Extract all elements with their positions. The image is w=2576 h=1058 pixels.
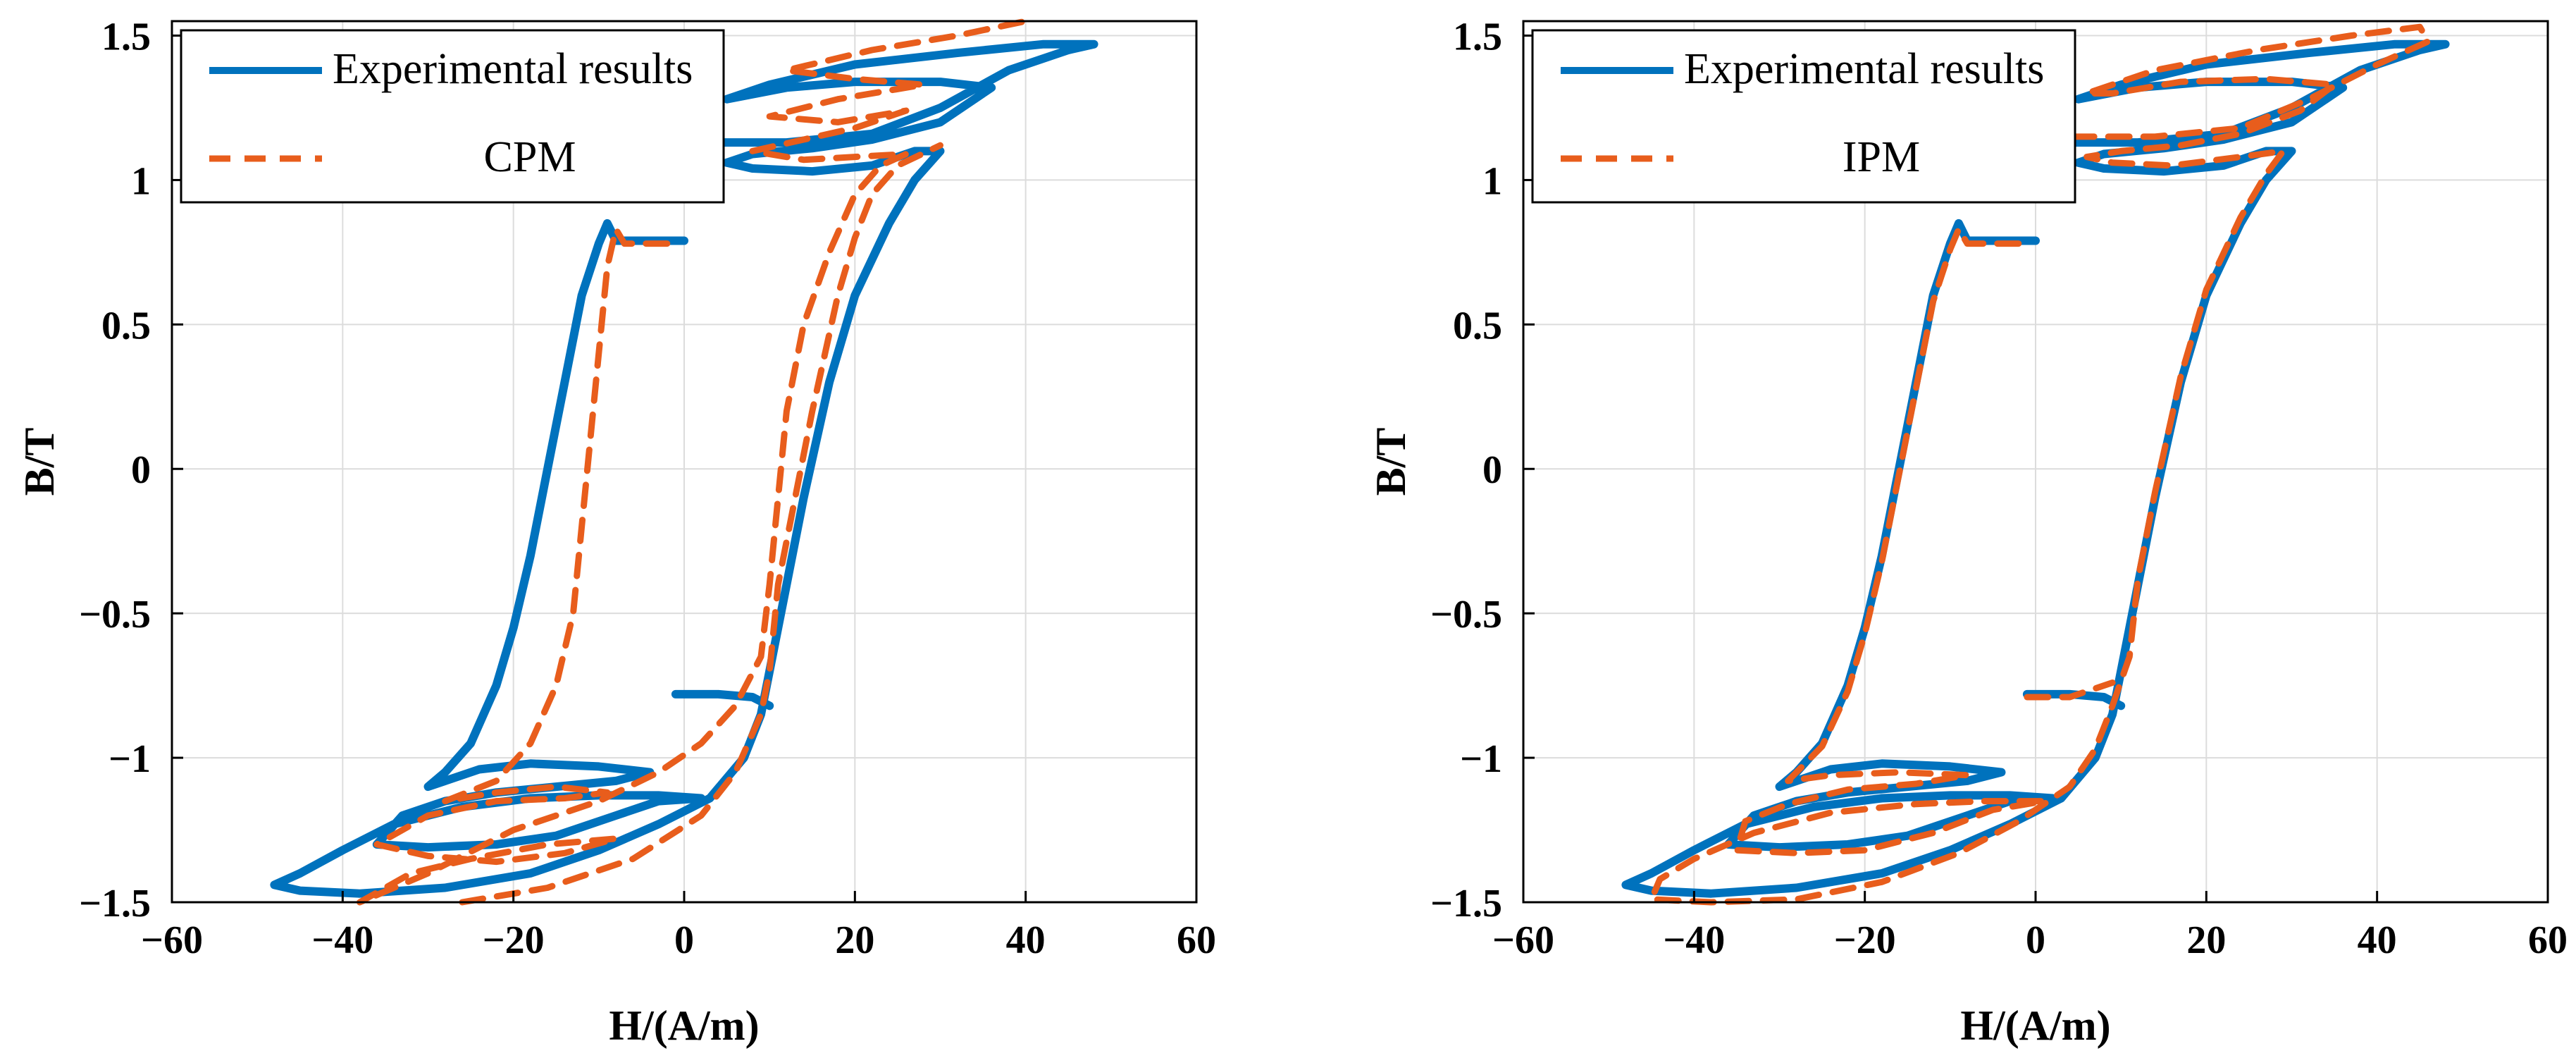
- y-axis-label: B/T: [16, 428, 63, 496]
- y-tick-label: 1: [131, 159, 151, 203]
- y-axis-label: B/T: [1368, 428, 1414, 496]
- series-line-model: [357, 18, 1029, 906]
- y-tick-label: 0: [131, 448, 151, 492]
- series-line-model: [1648, 23, 2432, 906]
- legend-box: [1531, 29, 2076, 204]
- y-tick-label: −0.5: [1430, 593, 1502, 636]
- x-axis-label: H/(A/m): [1960, 1002, 2110, 1049]
- x-tick-label: −40: [1663, 918, 1725, 962]
- series-line-experimental: [671, 689, 774, 711]
- y-tick-label: −1: [1460, 737, 1502, 781]
- x-tick-label: −60: [1492, 918, 1554, 962]
- x-tick-label: 20: [2186, 918, 2226, 962]
- y-tick-label: 0.5: [101, 304, 151, 347]
- y-tick-label: 0.5: [1453, 304, 1502, 347]
- legend-label: CPM: [484, 133, 576, 181]
- x-tick-label: 0: [674, 918, 694, 962]
- x-axis-label: H/(A/m): [609, 1002, 759, 1049]
- y-tick-label: −1.5: [1430, 882, 1502, 925]
- y-tick-label: −0.5: [79, 593, 151, 636]
- legend-box: [180, 29, 725, 204]
- series-line-model: [2024, 679, 2116, 701]
- y-tick-label: 1.5: [101, 15, 151, 59]
- x-tick-label: −20: [483, 918, 545, 962]
- x-tick-label: 40: [2358, 918, 2397, 962]
- x-tick-label: 60: [2528, 918, 2568, 962]
- panel-left-cpm: −60 −40 −20 0 20 40 60 −1.5 −1 −0.5 0 0.5 1 1.5 H/(A/m…: [16, 15, 1216, 1049]
- legend-label: IPM: [1843, 133, 1920, 181]
- y-tick-label: 1: [1482, 159, 1502, 203]
- x-tick-label: 20: [835, 918, 874, 962]
- series-line-experimental: [270, 39, 1098, 898]
- y-tick-label: −1.5: [79, 882, 151, 925]
- panel-right-ipm: −60 −40 −20 0 20 40 60 −1.5 −1 −0.5 0 0.5 1 1.5 H/(A/m…: [1368, 15, 2568, 1049]
- x-tick-label: −60: [141, 918, 203, 962]
- legend-label: Experimental results: [333, 45, 693, 93]
- y-tick-label: 0: [1482, 448, 1502, 492]
- y-tick-label: −1: [109, 737, 151, 781]
- legend: Experimental results CPM: [180, 29, 725, 204]
- legend: Experimental results IPM: [1531, 29, 2076, 204]
- x-tick-label: 40: [1006, 918, 1046, 962]
- legend-label: Experimental results: [1684, 45, 2044, 93]
- x-tick-label: −40: [311, 918, 373, 962]
- x-tick-label: 0: [2026, 918, 2045, 962]
- x-tick-label: −20: [1834, 918, 1896, 962]
- y-tick-label: 1.5: [1453, 15, 1502, 59]
- series-line-model: [459, 142, 943, 906]
- x-tick-label: 60: [1177, 918, 1216, 962]
